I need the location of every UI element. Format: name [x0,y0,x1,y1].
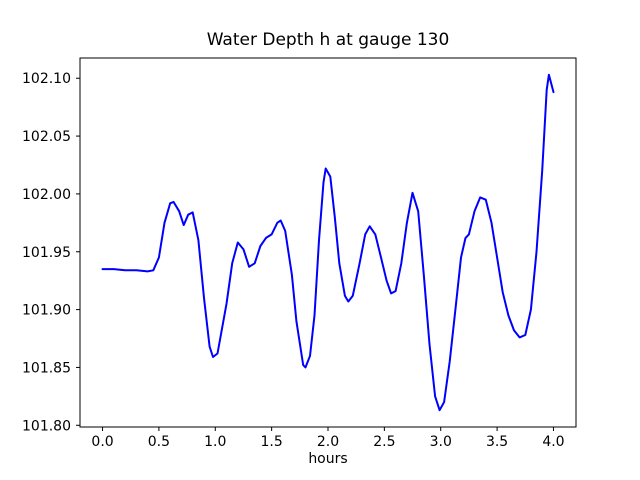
x-tick-label: 0.5 [148,434,170,450]
chart-title: Water Depth h at gauge 130 [207,30,450,50]
plot-border [79,57,577,428]
y-tick-label: 101.95 [22,245,71,261]
x-axis-label: hours [308,451,347,467]
y-tick-label: 102.00 [22,187,71,203]
x-tick-label: 2.5 [373,434,395,450]
x-tick-label: 3.5 [486,434,508,450]
plot-area [80,58,576,427]
y-tick-label: 102.10 [22,71,71,87]
x-tick-label: 1.5 [261,434,283,450]
y-tick-label: 102.05 [22,129,71,145]
series-line [101,73,555,412]
y-tick-label: 101.85 [22,360,71,376]
x-tick-label: 3.0 [430,434,452,450]
x-tick-label: 2.0 [317,434,339,450]
x-tick-label: 0.0 [91,434,113,450]
y-tick-label: 101.80 [22,418,71,434]
y-tick-label: 101.90 [22,303,71,319]
axis-ticks: 0.0 0.5 1.0 1.5 2.0 2.5 3.0 3.5 4.0 101.80 101.85 1… [22,71,565,450]
x-tick-label: 4.0 [542,434,564,450]
x-tick-label: 1.0 [204,434,226,450]
